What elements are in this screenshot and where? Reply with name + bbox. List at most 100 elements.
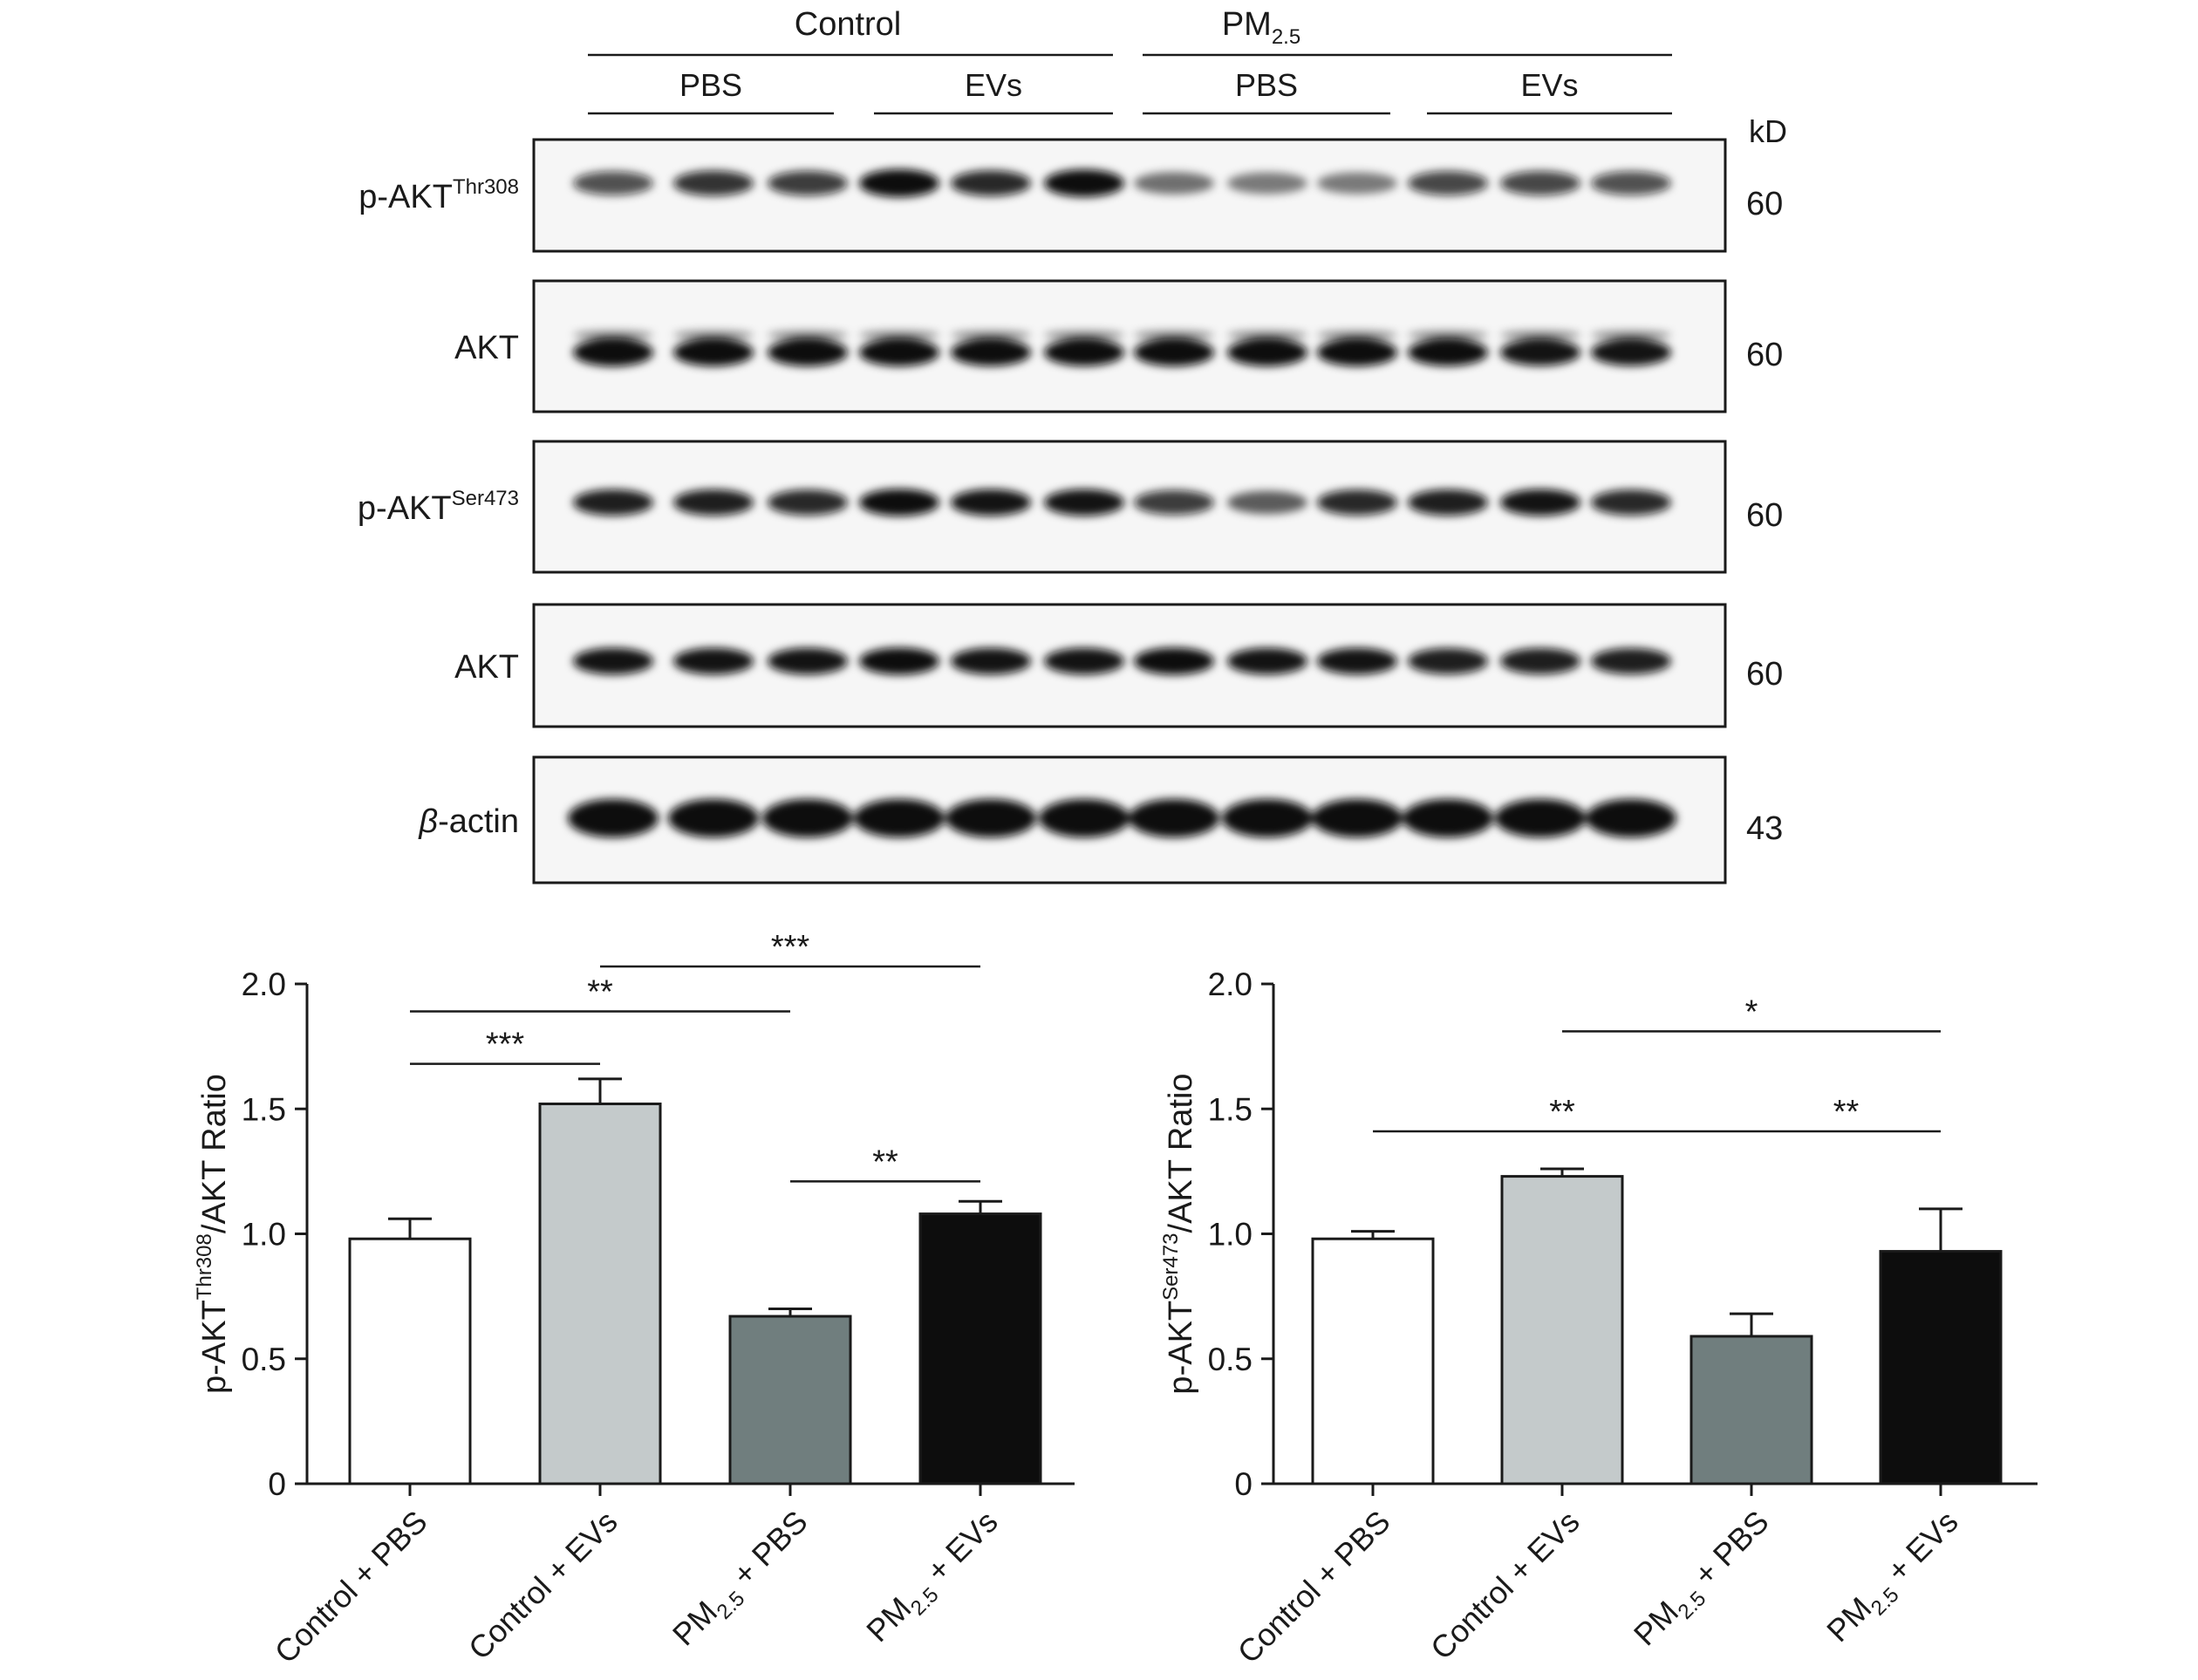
significance-label: ***	[771, 929, 810, 966]
blot-band	[1500, 338, 1580, 366]
blot-band	[951, 338, 1031, 366]
blot-band	[951, 170, 1031, 196]
x-tick-label: PM2.5 + EVs	[1819, 1504, 1969, 1654]
blot-band	[1591, 331, 1671, 339]
significance-label: **	[1549, 1094, 1575, 1130]
bar-chart-ser473: 0 0.5 1.0 1.5 2.0 p-AKTSer473/AKT Ratio Contro…	[1159, 966, 2038, 1670]
bar	[1689, 1335, 1813, 1485]
blot-membrane	[532, 138, 1727, 253]
y-axis-label-pre: p-AKT	[196, 1300, 233, 1394]
blot-band-group	[568, 799, 1676, 837]
blot-band	[573, 647, 653, 675]
blot-row-label: β-actin	[418, 803, 519, 840]
x-tick-label-pre: PM	[1819, 1590, 1878, 1649]
x-tick-label-post: + PBS	[1681, 1504, 1776, 1599]
bar	[538, 1103, 662, 1485]
blot-row-kd: 60	[1746, 186, 1783, 222]
blot-band	[1408, 331, 1488, 339]
y-tick-label: 1.5	[242, 1091, 286, 1127]
bar	[1879, 1250, 2003, 1485]
y-axis-label-post: /AKT Ratio	[196, 1074, 233, 1233]
y-tick-label: 1.0	[242, 1217, 286, 1253]
x-tick-label-text: Control + EVs	[1423, 1504, 1587, 1667]
y-tick-label: 0	[1234, 1466, 1253, 1502]
bar	[1311, 1237, 1435, 1485]
x-tick-label: Control + PBS	[268, 1504, 434, 1670]
y-axis-label-superscript: Thr308	[193, 1233, 216, 1300]
blot-group-name: PM	[1222, 6, 1272, 43]
blot-band	[1039, 799, 1130, 837]
y-axis-label: p-AKTThr308/AKT Ratio	[193, 1074, 233, 1394]
blot-band	[1044, 331, 1124, 339]
blot-treatment-label: PBS	[1235, 67, 1298, 103]
blot-row-kd: 60	[1746, 497, 1783, 534]
y-tick-label: 0.5	[242, 1342, 286, 1377]
blot-row: AKT 60	[454, 279, 1783, 413]
blot-band	[673, 338, 754, 366]
blot-band	[768, 489, 848, 516]
blot-row-label-superscript: Thr308	[453, 175, 519, 199]
blot-row-label-prefix: β	[418, 803, 438, 840]
blot-band	[573, 489, 653, 516]
blot-band	[854, 799, 945, 837]
blot-band-group	[573, 647, 1671, 675]
blot-row-label: AKT	[454, 649, 519, 686]
blot-band	[1227, 647, 1307, 675]
blot-band	[1227, 338, 1307, 366]
y-tick-label: 1.5	[1208, 1091, 1253, 1127]
blot-band	[1408, 489, 1488, 516]
blot-row-label-name: p-AKT	[358, 490, 452, 527]
blot-band-group	[573, 169, 1671, 197]
blot-band	[1591, 171, 1671, 195]
blot-band	[1222, 799, 1313, 837]
significance-label: **	[872, 1144, 898, 1180]
blot-row-label-name: p-AKT	[358, 179, 453, 215]
blot-band	[768, 647, 848, 675]
blot-row-label-name: AKT	[454, 330, 519, 366]
blot-band	[673, 170, 754, 196]
y-tick-label: 2.0	[1208, 966, 1253, 1002]
blot-band	[762, 799, 853, 837]
x-tick-label-text: Control + PBS	[268, 1504, 434, 1670]
y-tick-label: 2.0	[242, 966, 286, 1002]
bar	[348, 1237, 472, 1485]
blot-band	[1134, 489, 1214, 516]
x-tick-label: Control + PBS	[1231, 1504, 1397, 1670]
blot-band	[1500, 331, 1580, 339]
blot-band	[768, 338, 848, 366]
blot-band	[573, 338, 653, 366]
blot-row: p-AKTThr308 60	[358, 138, 1783, 253]
y-tick-label: 0.5	[1208, 1342, 1253, 1377]
blot-treatment-label: EVs	[965, 67, 1022, 103]
x-tick-label-pre: PM	[859, 1590, 918, 1649]
bar	[1500, 1175, 1624, 1485]
blot-band	[1591, 648, 1671, 674]
significance-label: **	[1833, 1094, 1860, 1130]
x-tick-label-pre: PM	[1627, 1594, 1685, 1652]
blot-band	[1044, 647, 1124, 675]
blot-band-group	[573, 488, 1671, 516]
blot-band	[1317, 489, 1397, 516]
blot-row-kd: 43	[1746, 810, 1783, 847]
blot-row-kd: 60	[1746, 656, 1783, 693]
x-tick-label-pre: PM	[666, 1594, 724, 1652]
x-tick-label: Control + EVs	[461, 1504, 625, 1667]
blot-band	[668, 799, 759, 837]
blot-band	[1134, 172, 1214, 195]
significance-label: *	[1745, 994, 1758, 1030]
bar	[918, 1212, 1042, 1485]
x-tick-label-text: Control + PBS	[1231, 1504, 1397, 1670]
blot-band	[1591, 489, 1671, 516]
blot-kd-header: kD	[1749, 113, 1787, 149]
significance-label: **	[587, 974, 613, 1011]
blot-band	[673, 489, 754, 516]
blot-row-label: p-AKTSer473	[358, 487, 519, 527]
blot-band	[673, 331, 754, 339]
blot-row-kd: 60	[1746, 337, 1783, 373]
blot-band	[1500, 648, 1580, 674]
blot-row: AKT 60	[454, 603, 1783, 728]
blot-group-subscript: 2.5	[1272, 25, 1300, 49]
blot-band	[1408, 648, 1488, 674]
blot-band	[1408, 171, 1488, 195]
